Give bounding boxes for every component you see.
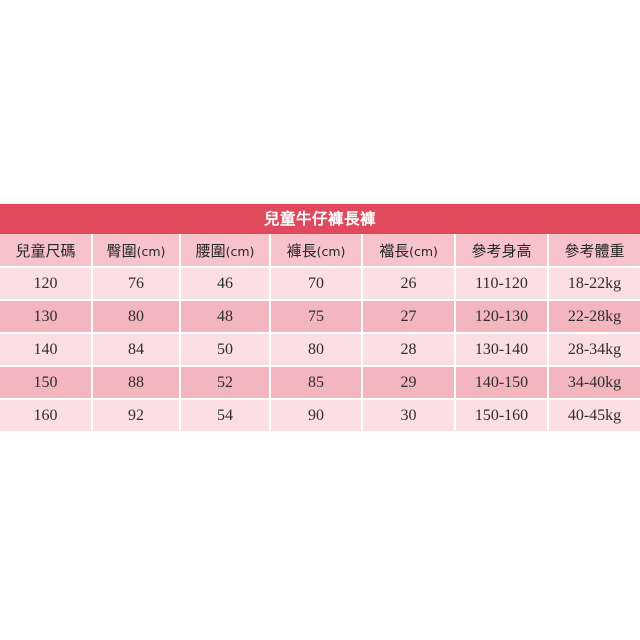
table-header-row: 兒童尺碼 臀圍(cm) 腰圍(cm) 褲長(cm) 襠長(cm) 參考身高 參考…	[0, 234, 640, 268]
cell-height-ref: 120-130	[455, 300, 549, 334]
column-header-crotch: 襠長(cm)	[362, 234, 456, 268]
cell-weight-ref: 34-40kg	[548, 366, 640, 400]
table-row: 150 88 52 85 29 140-150 34-40kg	[0, 366, 640, 400]
cell-weight-ref: 28-34kg	[548, 333, 640, 367]
size-grid: 兒童尺碼 臀圍(cm) 腰圍(cm) 褲長(cm) 襠長(cm) 參考身高 參考…	[0, 234, 640, 431]
cell-waist: 50	[180, 333, 271, 367]
cell-pant-length: 75	[270, 300, 363, 334]
cell-hip: 88	[92, 366, 181, 400]
cell-hip: 84	[92, 333, 181, 367]
table-row: 160 92 54 90 30 150-160 40-45kg	[0, 399, 640, 431]
cell-crotch: 26	[362, 267, 456, 301]
cell-hip: 92	[92, 399, 181, 431]
cell-waist: 46	[180, 267, 271, 301]
cell-hip: 80	[92, 300, 181, 334]
column-header-pant-length: 褲長(cm)	[270, 234, 363, 268]
table-row: 140 84 50 80 28 130-140 28-34kg	[0, 333, 640, 367]
cell-child-size: 130	[0, 300, 93, 334]
cell-height-ref: 130-140	[455, 333, 549, 367]
cell-crotch: 27	[362, 300, 456, 334]
cell-pant-length: 85	[270, 366, 363, 400]
cell-waist: 48	[180, 300, 271, 334]
table-row: 120 76 46 70 26 110-120 18-22kg	[0, 267, 640, 301]
cell-crotch: 28	[362, 333, 456, 367]
cell-crotch: 30	[362, 399, 456, 431]
column-header-height-ref: 參考身高	[455, 234, 549, 268]
cell-pant-length: 70	[270, 267, 363, 301]
table-row: 130 80 48 75 27 120-130 22-28kg	[0, 300, 640, 334]
cell-child-size: 120	[0, 267, 93, 301]
size-chart-title: 兒童牛仔褲長褲	[0, 204, 640, 234]
table-body: 120 76 46 70 26 110-120 18-22kg 130 80 4…	[0, 267, 640, 431]
column-header-weight-ref: 參考體重	[548, 234, 640, 268]
column-header-hip: 臀圍(cm)	[92, 234, 181, 268]
cell-waist: 54	[180, 399, 271, 431]
cell-crotch: 29	[362, 366, 456, 400]
cell-pant-length: 90	[270, 399, 363, 431]
cell-weight-ref: 18-22kg	[548, 267, 640, 301]
cell-height-ref: 150-160	[455, 399, 549, 431]
size-chart-table: 兒童牛仔褲長褲 兒童尺碼 臀圍(cm) 腰圍(cm) 褲長(cm) 襠長(cm)…	[0, 204, 640, 431]
cell-weight-ref: 22-28kg	[548, 300, 640, 334]
cell-child-size: 150	[0, 366, 93, 400]
column-header-waist: 腰圍(cm)	[180, 234, 271, 268]
cell-height-ref: 110-120	[455, 267, 549, 301]
cell-height-ref: 140-150	[455, 366, 549, 400]
cell-pant-length: 80	[270, 333, 363, 367]
cell-waist: 52	[180, 366, 271, 400]
cell-child-size: 140	[0, 333, 93, 367]
cell-child-size: 160	[0, 399, 93, 431]
column-header-child-size: 兒童尺碼	[0, 234, 93, 268]
cell-weight-ref: 40-45kg	[548, 399, 640, 431]
cell-hip: 76	[92, 267, 181, 301]
